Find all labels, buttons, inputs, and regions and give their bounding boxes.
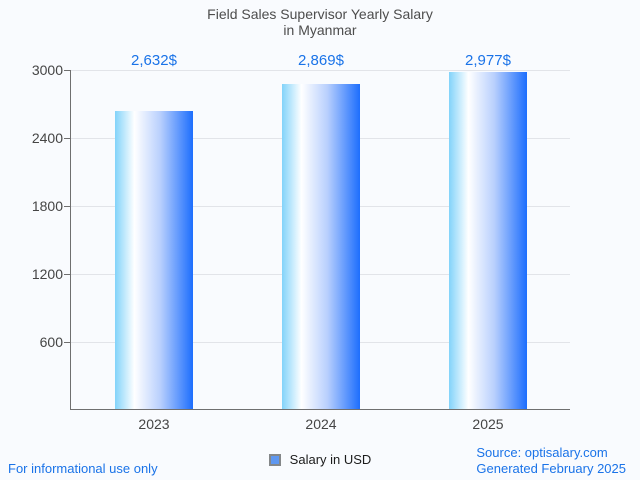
x-axis-label: 2023 [138, 416, 170, 432]
gridline [71, 70, 570, 71]
y-axis-label: 1200 [31, 266, 63, 282]
y-axis-tick [64, 342, 71, 343]
legend: Salary in USD [0, 452, 640, 467]
legend-label: Salary in USD [289, 452, 372, 467]
bar-value-label: 2,869$ [298, 52, 344, 69]
y-axis-label: 1800 [31, 198, 63, 214]
chart-title-line1: Field Sales Supervisor Yearly Salary [207, 6, 433, 22]
y-axis-label: 600 [39, 334, 63, 350]
y-axis-tick [64, 274, 71, 275]
y-axis-label: 2400 [31, 130, 63, 146]
footer-source: Source: optisalary.com [476, 445, 608, 460]
plot-area: 600 1200 1800 2400 3000 2,632$ 2023 2,869$ 2024 2… [32, 52, 570, 432]
y-axis-tick [64, 70, 71, 71]
bar-value-label: 2,977$ [465, 52, 511, 69]
x-axis-label: 2025 [472, 416, 504, 432]
y-axis-label: 3000 [31, 62, 63, 78]
bar-value-label: 2,632$ [131, 52, 177, 69]
footer-attribution: Source: optisalary.com Generated Februar… [476, 445, 626, 477]
y-axis-tick [64, 138, 71, 139]
bar-2025 [449, 72, 527, 409]
bar-2023 [115, 111, 193, 409]
bar-2024 [282, 84, 360, 409]
footer-generated: Generated February 2025 [476, 461, 626, 476]
chart-title-line2: in Myanmar [283, 22, 357, 38]
x-axis-label: 2024 [305, 416, 337, 432]
y-axis-tick [64, 206, 71, 207]
chart-title: Field Sales Supervisor Yearly Salary in … [0, 6, 640, 38]
footer-disclaimer: For informational use only [8, 461, 158, 476]
legend-marker-icon [268, 453, 281, 466]
